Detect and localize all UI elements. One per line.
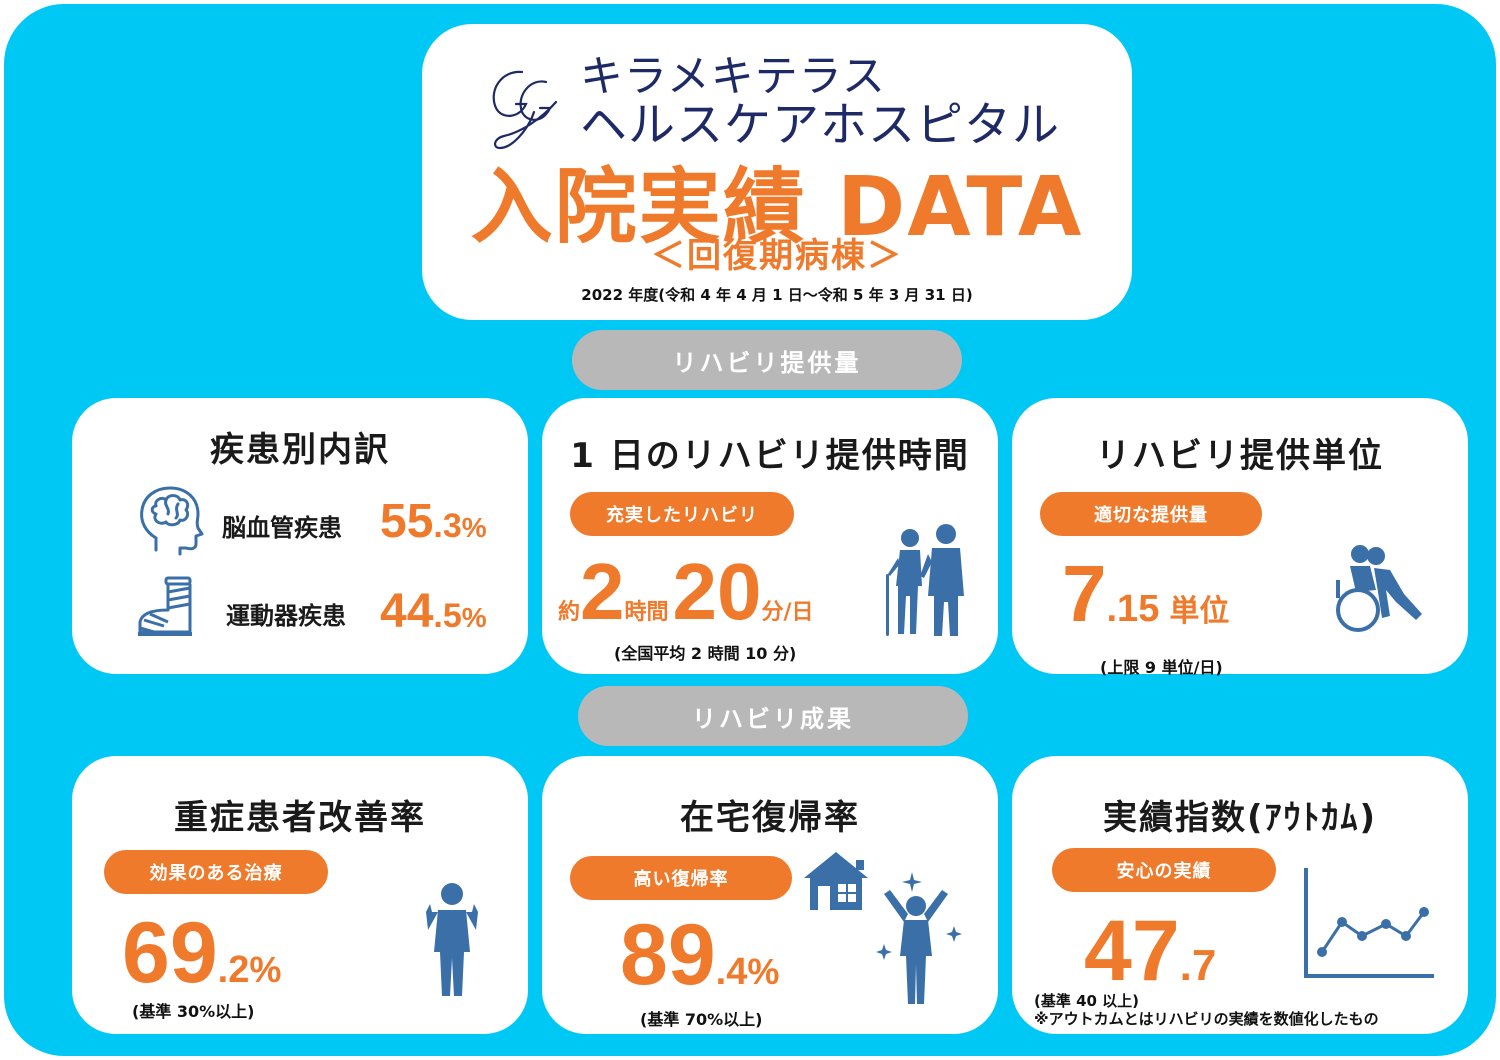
improvement-value-dec: .2: [217, 949, 250, 991]
brand-name-line1: キラメキテラス: [580, 52, 886, 102]
improvement-value-int: 69: [122, 905, 218, 1001]
daily-time-title: 1 日のリハビリ提供時間: [570, 436, 970, 476]
improvement-card: 重症患者改善率 効果のある治療 69.2% (基準 30%以上): [72, 756, 528, 1034]
outcome-value-dec: .7: [1179, 941, 1217, 990]
brand-name-line2: ヘルスケアホスピタル: [580, 98, 1060, 153]
improvement-title: 重症患者改善率: [174, 798, 426, 838]
outcome-card: 実績指数(ｱｳﾄｶﾑ) 安心の実績 47.7 (基準 40 以上) ※アウトカム…: [1012, 756, 1468, 1034]
daily-time-prefix: 約: [558, 600, 581, 625]
disease-value-cerebro-int: 55: [380, 495, 434, 548]
disease-label-cerebro: 脳血管疾患: [222, 514, 342, 542]
house-celebrate-icon: [804, 852, 962, 1004]
outcome-value-int: 47: [1084, 903, 1180, 999]
daily-time-hours-unit: 時間: [624, 600, 669, 625]
ggh-monogram-icon: [492, 70, 558, 150]
outcome-note-standard: (基準 40 以上): [1034, 992, 1140, 1010]
outcome-title: 実績指数(ｱｳﾄｶﾑ): [1102, 798, 1378, 838]
units-tag: 適切な提供量: [1040, 492, 1262, 536]
disease-value-cerebro-dec: .3: [433, 507, 462, 545]
home-return-note: (基準 70%以上): [640, 1010, 763, 1029]
units-note: (上限 9 単位/日): [1100, 658, 1223, 677]
home-return-title: 在宅復帰率: [680, 798, 860, 838]
line-graph-icon: [1304, 868, 1434, 978]
home-return-value-dec: .4: [715, 951, 748, 993]
units-title: リハビリ提供単位: [1096, 436, 1384, 476]
page-subtitle: ＜回復期病棟＞: [651, 236, 903, 276]
improvement-tag: 効果のある治療: [104, 850, 328, 894]
daily-time-card: 1 日のリハビリ提供時間 充実したリハビリ 約2時間20分/日 (全国平均 2 …: [542, 398, 998, 674]
disease-value-ortho-int: 44: [380, 585, 434, 638]
outcome-note-definition: ※アウトカムとはリハビリの実績を数値化したもの: [1034, 1010, 1379, 1028]
home-return-card: 在宅復帰率 高い復帰率 89.4% (基準 70%以上): [542, 756, 998, 1034]
outcome-tag: 安心の実績: [1052, 848, 1276, 892]
units-card: リハビリ提供単位 適切な提供量 7.15 単位 (上限 9 単位/日): [1012, 398, 1468, 677]
daily-time-minutes: 20: [672, 547, 762, 636]
units-value-unit: 単位: [1169, 594, 1230, 629]
improvement-value: 69.2%: [122, 904, 281, 1003]
wheelchair-assist-icon: [1336, 545, 1422, 632]
daily-time-minutes-unit: 分/日: [761, 600, 814, 625]
disease-value-ortho-dec: .5: [433, 597, 462, 635]
home-return-value: 89.4%: [620, 906, 779, 1005]
home-return-tag: 高い復帰率: [570, 856, 792, 900]
daily-time-value: 約2時間20分/日: [558, 546, 814, 638]
header-card: キラメキテラス ヘルスケアホスピタル 入院実績 DATA ＜回復期病棟＞ 202…: [422, 24, 1132, 320]
disease-breakdown-card: 疾患別内訳 脳血管疾患 55.3% 運動器疾患 44.5%: [72, 398, 528, 674]
units-value-int: 7: [1062, 549, 1107, 638]
daily-time-tag: 充実したリハビリ: [570, 492, 794, 536]
elderly-couple-icon: [886, 524, 964, 636]
leg-cast-icon: [138, 576, 192, 636]
disease-value-cerebro-unit: %: [461, 512, 487, 543]
disease-value-ortho: 44.5%: [380, 584, 487, 639]
section-rehab-results: リハビリ成果: [578, 686, 968, 746]
disease-value-ortho-unit: %: [461, 602, 487, 633]
outcome-value: 47.7: [1084, 902, 1216, 1001]
standing-person-icon: [426, 883, 478, 996]
disease-label-ortho: 運動器疾患: [226, 602, 346, 630]
improvement-note: (基準 30%以上): [132, 1002, 255, 1021]
daily-time-note: (全国平均 2 時間 10 分): [614, 644, 797, 663]
units-value: 7.15 単位: [1062, 548, 1229, 640]
daily-time-hours: 2: [580, 547, 625, 636]
disease-value-cerebro: 55.3%: [380, 494, 487, 549]
period-text: 2022 年度(令和 4 年 4 月 1 日～令和 5 年 3 月 31 日): [581, 286, 973, 304]
brain-head-icon: [140, 486, 204, 556]
disease-breakdown-title: 疾患別内訳: [210, 430, 390, 470]
improvement-value-unit: %: [249, 949, 282, 990]
units-value-dec: .15: [1106, 588, 1160, 630]
home-return-value-unit: %: [747, 951, 780, 992]
section-rehab-amount: リハビリ提供量: [572, 330, 962, 390]
page-title: 入院実績 DATA: [470, 160, 1084, 255]
home-return-value-int: 89: [620, 907, 716, 1003]
